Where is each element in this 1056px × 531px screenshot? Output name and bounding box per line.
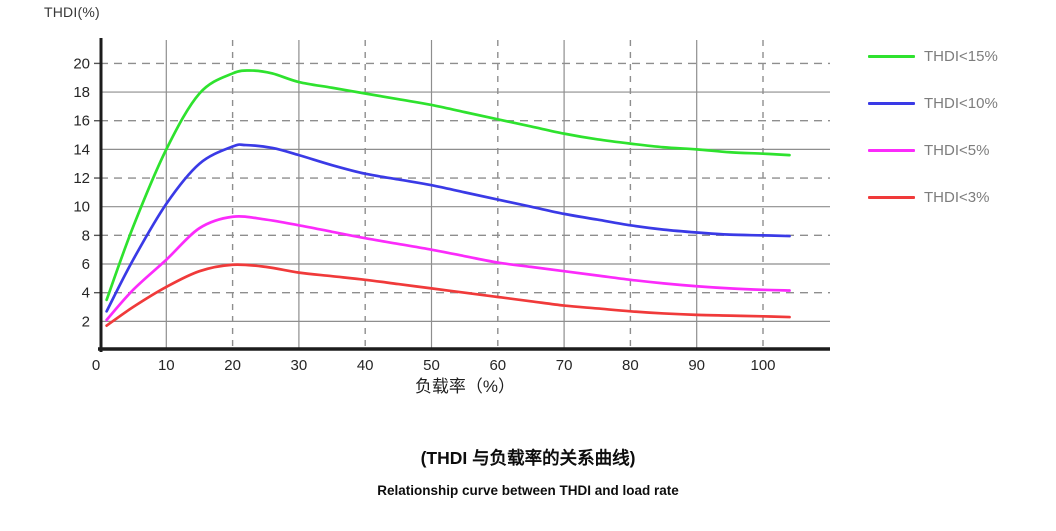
x-axis-title: 负载率（%） bbox=[414, 377, 516, 396]
series-curve-thdi-3- bbox=[105, 263, 791, 327]
legend-label: THDI<5% bbox=[924, 142, 990, 159]
legend-label: THDI<3% bbox=[924, 189, 990, 206]
series-curve-thdi-10- bbox=[105, 143, 791, 313]
svg-text:30: 30 bbox=[291, 357, 308, 374]
caption-english: Relationship curve between THDI and load… bbox=[377, 483, 679, 498]
svg-text:70: 70 bbox=[556, 357, 573, 374]
legend-item: THDI<10% bbox=[868, 94, 998, 113]
svg-text:60: 60 bbox=[489, 357, 506, 374]
legend-line-swatch bbox=[868, 196, 915, 199]
legend-label: THDI<10% bbox=[924, 95, 998, 112]
legend-item: THDI<15% bbox=[868, 47, 998, 66]
chart-canvas: 2 4 6 8 10 12 14 16 18 20 0 10 20 30 40 50 60 70 80 90 100 bbox=[73, 38, 830, 374]
legend-label: THDI<15% bbox=[924, 48, 998, 65]
svg-text:40: 40 bbox=[357, 357, 374, 374]
legend-item: THDI<5% bbox=[868, 141, 998, 160]
series-curve-thdi-5- bbox=[105, 215, 791, 322]
legend: THDI<15% THDI<10% THDI<5% THDI<3% bbox=[868, 47, 998, 207]
svg-text:16: 16 bbox=[73, 113, 90, 130]
svg-text:50: 50 bbox=[423, 357, 440, 374]
svg-text:12: 12 bbox=[73, 170, 90, 187]
svg-text:10: 10 bbox=[73, 199, 90, 216]
legend-line-swatch bbox=[868, 149, 915, 152]
series-curve-thdi-15- bbox=[105, 69, 791, 302]
caption-chinese: (THDI 与负载率的关系曲线) bbox=[420, 448, 636, 468]
svg-text:10: 10 bbox=[158, 357, 175, 374]
svg-text:20: 20 bbox=[224, 357, 241, 374]
svg-text:18: 18 bbox=[73, 84, 90, 101]
svg-text:90: 90 bbox=[688, 357, 705, 374]
svg-text:14: 14 bbox=[73, 141, 90, 158]
svg-text:20: 20 bbox=[73, 55, 90, 72]
svg-text:8: 8 bbox=[82, 227, 90, 244]
svg-text:4: 4 bbox=[82, 285, 90, 302]
svg-text:0: 0 bbox=[92, 357, 100, 374]
svg-text:2: 2 bbox=[82, 313, 90, 330]
legend-line-swatch bbox=[868, 102, 915, 105]
svg-text:6: 6 bbox=[82, 256, 90, 273]
y-axis-title: THDI(%) bbox=[44, 4, 100, 20]
legend-line-swatch bbox=[868, 55, 915, 58]
svg-text:80: 80 bbox=[622, 357, 639, 374]
svg-text:100: 100 bbox=[750, 357, 775, 374]
legend-item: THDI<3% bbox=[868, 188, 998, 207]
